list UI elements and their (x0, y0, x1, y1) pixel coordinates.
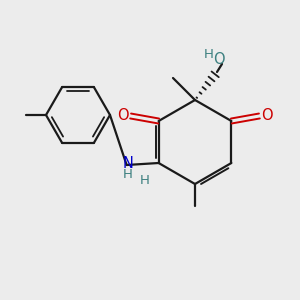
Text: N: N (122, 157, 133, 172)
Text: O: O (117, 109, 128, 124)
Text: O: O (213, 52, 225, 68)
Text: H: H (123, 167, 133, 181)
Text: O: O (262, 109, 273, 124)
Text: H: H (140, 175, 150, 188)
Text: H: H (204, 47, 214, 61)
